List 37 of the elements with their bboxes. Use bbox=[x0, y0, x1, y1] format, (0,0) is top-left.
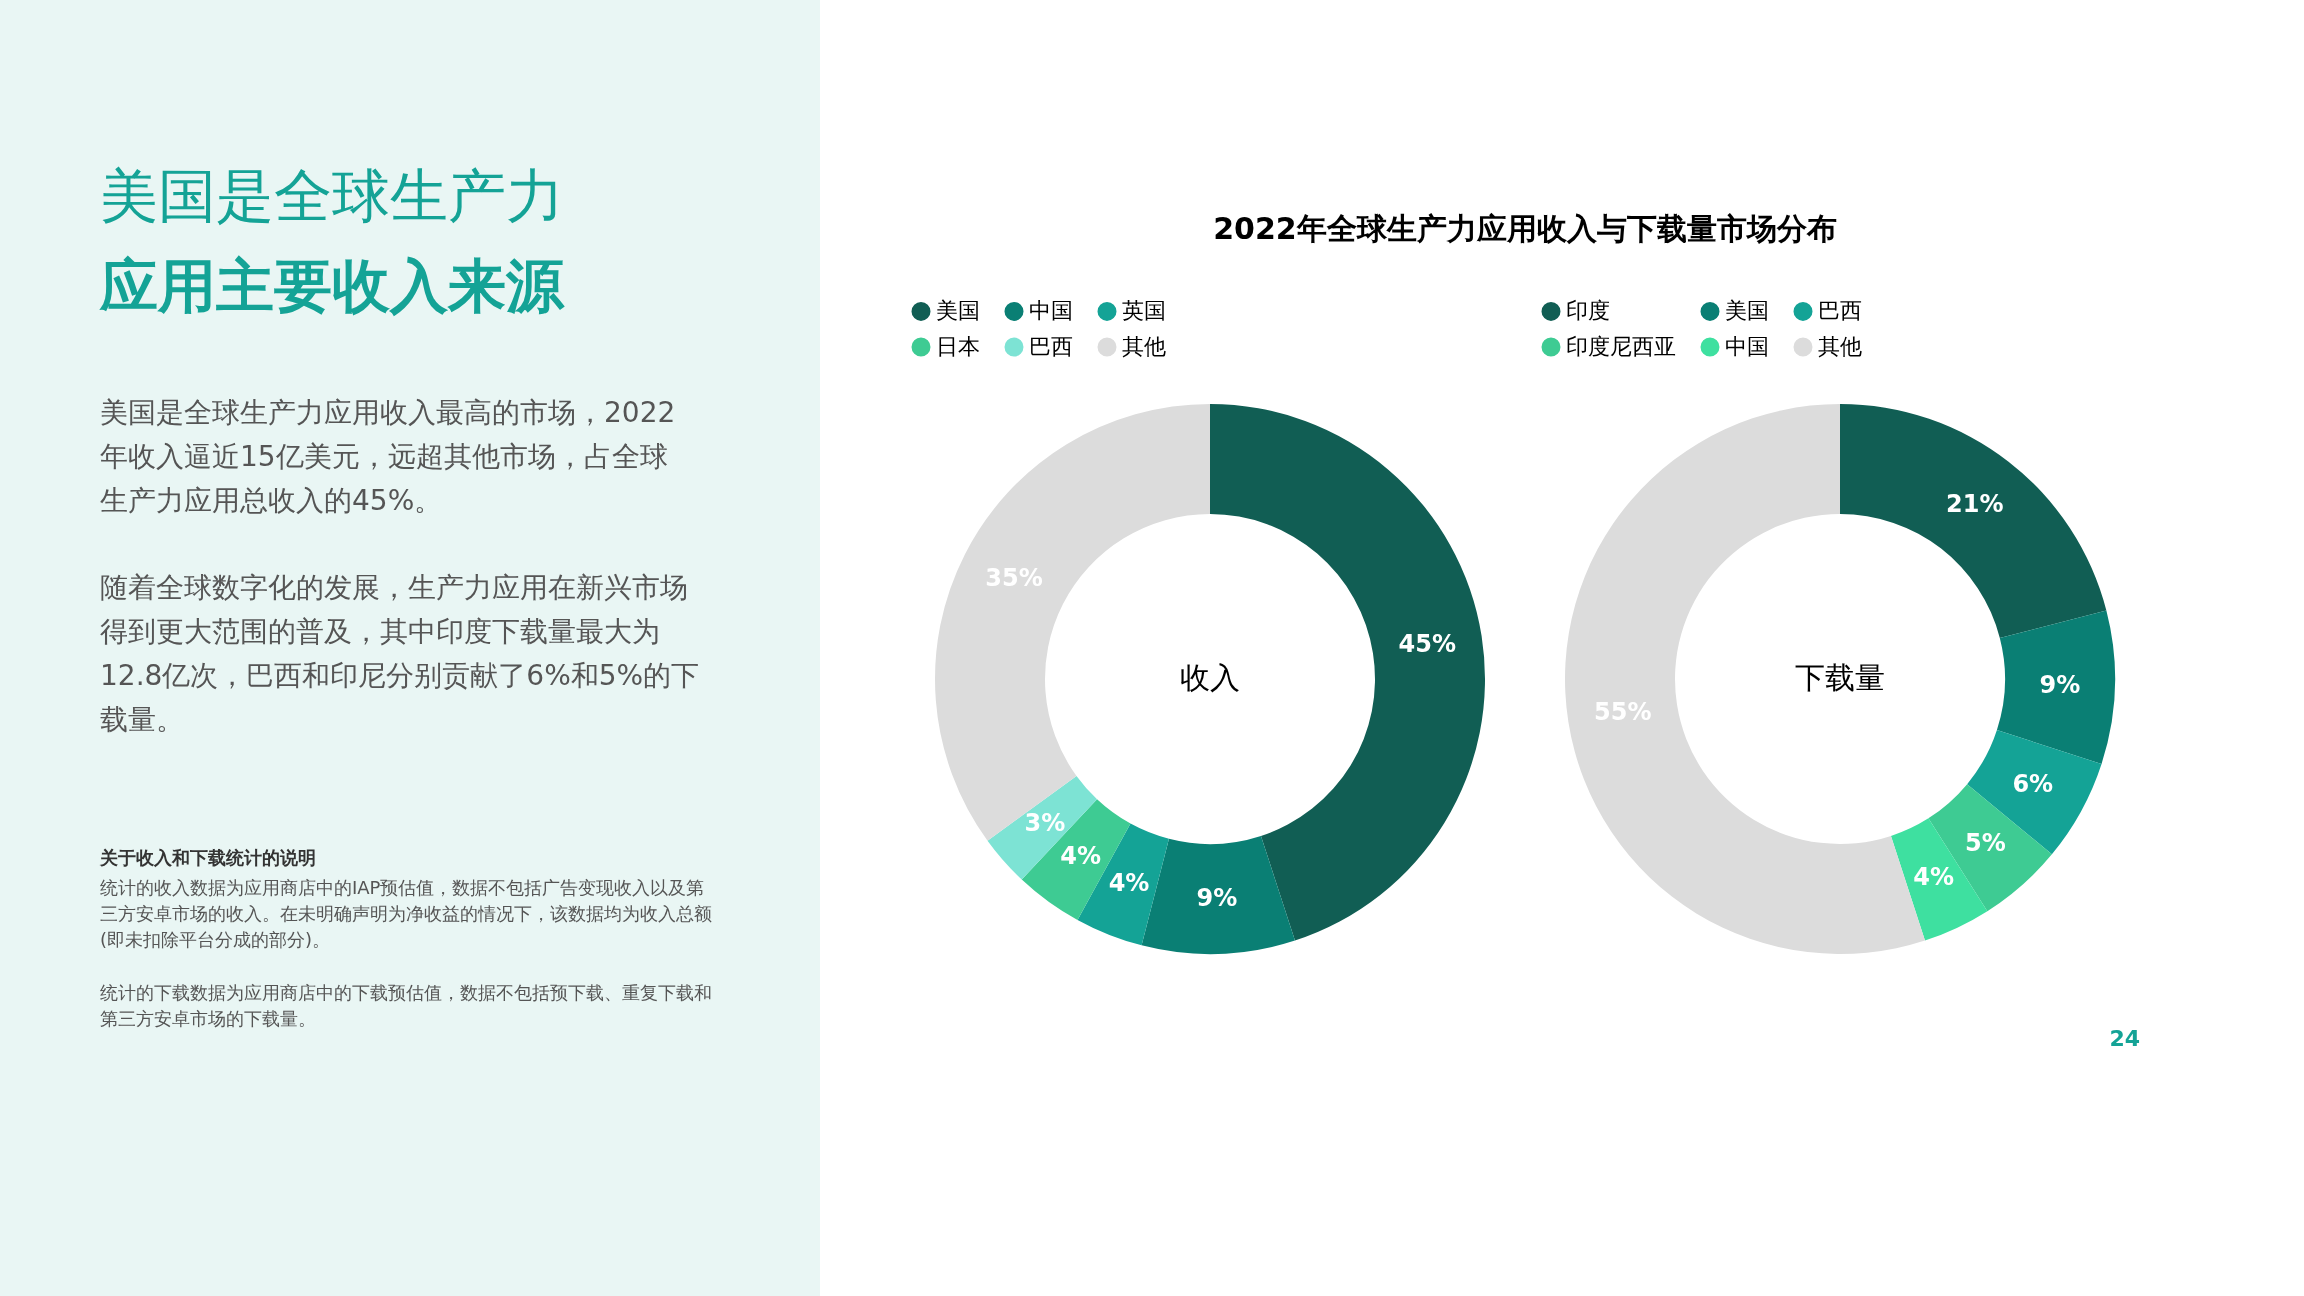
chart-title: 2022年全球生产力应用收入与下载量市场分布 bbox=[1213, 211, 1837, 246]
legend-label: 巴西 bbox=[1818, 298, 1862, 324]
data-label: 3% bbox=[1024, 809, 1066, 838]
donut-slice bbox=[935, 404, 1210, 841]
data-label: 9% bbox=[1196, 883, 1238, 912]
legend-label: 美国 bbox=[936, 298, 980, 324]
donut-slice bbox=[1996, 610, 2115, 764]
legend-label: 英国 bbox=[1122, 298, 1166, 324]
text: 统计的收入数据为应用商店中的IAP预估值，数据不包括广告变现收入以及第三方安卓市场的收入。在未明确声明为净收益的情况下，该数据均为收入总额(即未扣除平台分成的部分)。 bbox=[100, 877, 712, 950]
data-label: 5% bbox=[1965, 829, 2006, 858]
legend-label: 中国 bbox=[1029, 298, 1073, 324]
data-label: 4% bbox=[1108, 868, 1150, 897]
legend-label: 巴西 bbox=[1029, 334, 1073, 359]
text: 下载量 bbox=[1795, 660, 1885, 695]
legend-label: 美国 bbox=[1725, 298, 1769, 324]
legend-label: 印度尼西亚 bbox=[1566, 334, 1676, 359]
legend-label: 其他 bbox=[1122, 334, 1166, 359]
legend-label: 印度 bbox=[1566, 298, 1610, 324]
text: 24 bbox=[2109, 1026, 2140, 1051]
data-label: 6% bbox=[2012, 769, 2054, 798]
text: 统计的下载数据为应用商店中的下载预估值，数据不包括预下载、重复下载和第三方安卓市场的下载量。 bbox=[100, 982, 712, 1029]
legend-label: 中国 bbox=[1725, 334, 1769, 359]
text: 关于收入和下载统计的说明 bbox=[99, 847, 316, 868]
legend-label: 其他 bbox=[1818, 334, 1862, 359]
text: 收入 bbox=[1180, 660, 1240, 695]
text: 美国是全球生产力 bbox=[100, 162, 564, 230]
data-label: 45% bbox=[1398, 629, 1457, 658]
text: 美国是全球生产力应用收入最高的市场，2022年收入逼近15亿美元，远超其他市场，占全球生产力应用总收入的45%。 bbox=[100, 396, 676, 517]
data-label: 21% bbox=[1946, 490, 2004, 519]
text: 随着全球数字化的发展，生产力应用在新兴市场得到更大范围的普及，其中印度下载量最大为12.8亿次，巴西和印尼分别贡献了6%和5%的下载量。 bbox=[100, 571, 700, 736]
data-label: 9% bbox=[2039, 670, 2081, 699]
donut-slice bbox=[1840, 404, 2107, 638]
data-label: 4% bbox=[1913, 863, 1955, 892]
text: 应用主要收入来源 bbox=[99, 252, 565, 320]
donut-slice bbox=[1967, 729, 2102, 855]
data-label: 4% bbox=[1060, 841, 1102, 870]
legend-label: 日本 bbox=[936, 334, 980, 359]
